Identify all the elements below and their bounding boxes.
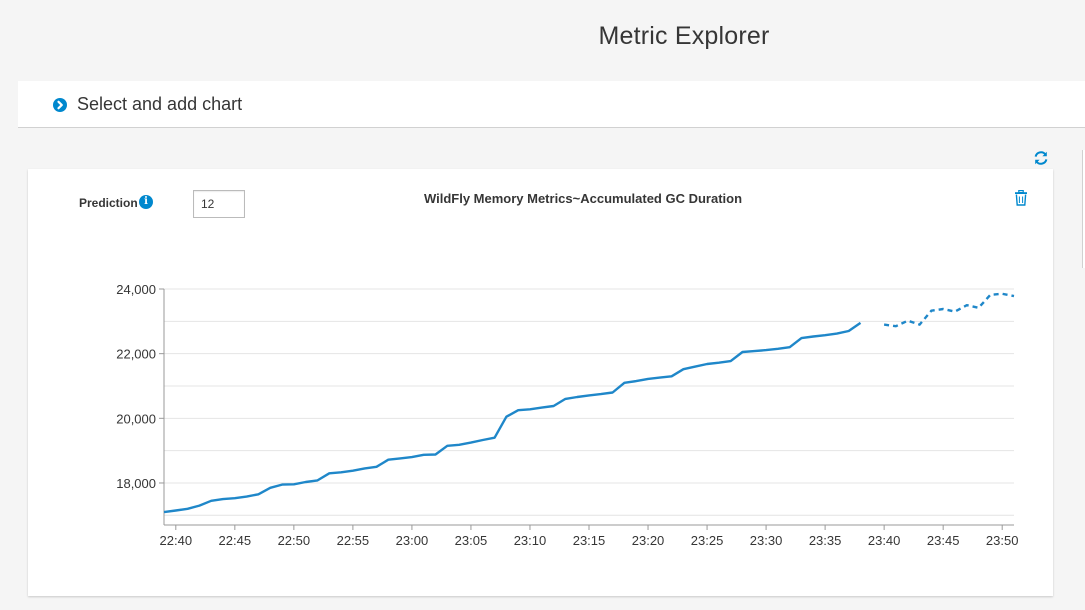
side-panel-edge bbox=[1082, 150, 1085, 268]
prediction-series-line bbox=[883, 292, 1015, 328]
x-tick-label: 23:05 bbox=[455, 533, 488, 548]
chevron-right-circle-icon[interactable] bbox=[53, 98, 67, 112]
y-tick-label: 18,000 bbox=[116, 476, 156, 491]
x-tick-label: 23:20 bbox=[632, 533, 665, 548]
x-tick-label: 23:50 bbox=[986, 533, 1019, 548]
x-tick-label: 22:45 bbox=[219, 533, 252, 548]
select-add-chart-panel[interactable]: Select and add chart bbox=[18, 81, 1085, 128]
x-tick-label: 23:30 bbox=[750, 533, 783, 548]
x-tick-label: 23:45 bbox=[927, 533, 960, 548]
actual-series-line bbox=[163, 321, 862, 514]
x-tick-label: 23:35 bbox=[809, 533, 842, 548]
refresh-icon[interactable] bbox=[1033, 150, 1049, 166]
x-tick-label: 23:40 bbox=[868, 533, 901, 548]
chart-title: WildFly Memory Metrics~Accumulated GC Du… bbox=[423, 191, 743, 206]
x-tick-label: 23:10 bbox=[514, 533, 547, 548]
x-tick-label: 22:55 bbox=[337, 533, 370, 548]
x-tick-label: 22:40 bbox=[160, 533, 193, 548]
x-tick-label: 23:15 bbox=[573, 533, 606, 548]
x-tick-label: 23:00 bbox=[396, 533, 429, 548]
prediction-input[interactable] bbox=[193, 190, 245, 218]
x-tick-label: 22:50 bbox=[278, 533, 311, 548]
page-title: Metric Explorer bbox=[598, 22, 770, 50]
trash-icon[interactable] bbox=[1014, 190, 1028, 206]
prediction-label: Prediction bbox=[79, 196, 138, 210]
y-tick-label: 24,000 bbox=[116, 282, 156, 297]
info-icon[interactable]: i bbox=[139, 195, 153, 209]
y-tick-label: 22,000 bbox=[116, 347, 156, 362]
x-tick-label: 23:25 bbox=[691, 533, 724, 548]
select-add-chart-label[interactable]: Select and add chart bbox=[77, 94, 243, 114]
y-tick-label: 20,000 bbox=[116, 411, 156, 426]
